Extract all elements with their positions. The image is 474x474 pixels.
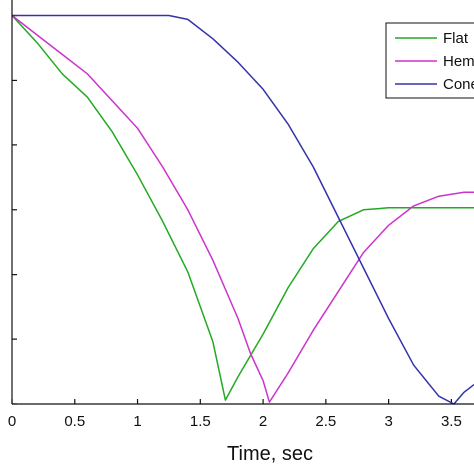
series-line-cone <box>12 14 474 405</box>
x-tick-label: 1.5 <box>190 413 211 430</box>
series-line-hem <box>11 14 474 403</box>
x-tick-label: 2 <box>259 413 267 430</box>
legend-label-hem: Hem <box>443 53 474 70</box>
x-tick-label: 0.5 <box>64 413 85 430</box>
series-lines <box>11 14 474 405</box>
legend-label-flat: Flat <box>443 30 469 47</box>
legend-label-cone: Cone <box>443 76 474 93</box>
x-tick-label: 3.5 <box>441 413 462 430</box>
x-tick-labels: 0 0.5 1 1.5 2 2.5 3 3.5 <box>8 413 462 430</box>
x-tick-label: 2.5 <box>315 413 336 430</box>
x-tick-label: 1 <box>133 413 141 430</box>
x-tick-label: 0 <box>8 413 16 430</box>
series-line-flat <box>11 14 474 401</box>
x-tick-label: 3 <box>384 413 392 430</box>
legend: Flat Hem Cone <box>385 22 474 99</box>
x-axis-title: Time, sec <box>227 443 313 465</box>
